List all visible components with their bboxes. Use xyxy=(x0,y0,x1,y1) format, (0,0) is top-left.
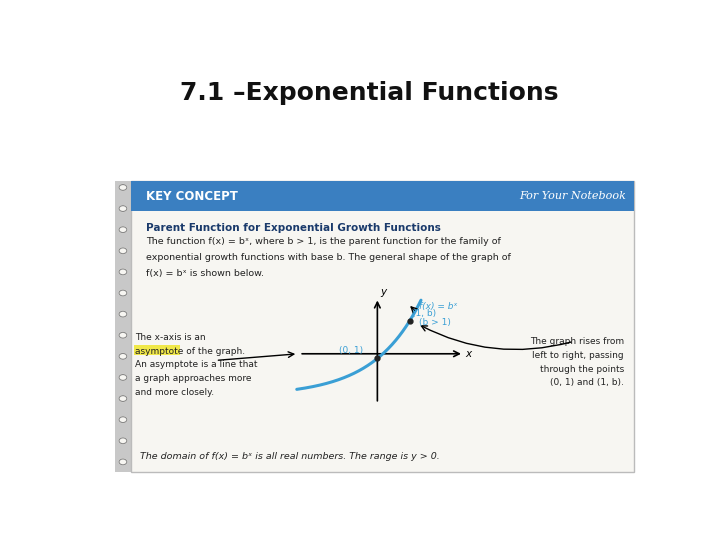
Text: The graph rises from: The graph rises from xyxy=(530,337,624,346)
Text: f(x) = bˣ: f(x) = bˣ xyxy=(419,302,458,311)
Circle shape xyxy=(119,438,127,444)
Text: f(x) = bˣ is shown below.: f(x) = bˣ is shown below. xyxy=(145,269,264,278)
Text: y: y xyxy=(380,287,387,297)
Circle shape xyxy=(119,332,127,338)
Text: The function f(x) = bˣ, where b > 1, is the parent function for the family of: The function f(x) = bˣ, where b > 1, is … xyxy=(145,238,500,246)
Circle shape xyxy=(119,396,127,401)
Circle shape xyxy=(119,417,127,423)
FancyBboxPatch shape xyxy=(131,181,634,472)
Text: and more closely.: and more closely. xyxy=(135,388,214,397)
Circle shape xyxy=(119,290,127,296)
Text: left to right, passing: left to right, passing xyxy=(532,351,624,360)
Circle shape xyxy=(119,227,127,233)
Text: x: x xyxy=(466,349,472,359)
Text: (b > 1): (b > 1) xyxy=(419,318,451,327)
FancyBboxPatch shape xyxy=(133,346,181,355)
Text: (0, 1) and (1, b).: (0, 1) and (1, b). xyxy=(550,379,624,387)
Text: a graph approaches more: a graph approaches more xyxy=(135,374,251,383)
Text: 7.1 –Exponential Functions: 7.1 –Exponential Functions xyxy=(180,82,558,105)
Text: For Your Notebook: For Your Notebook xyxy=(519,191,626,201)
Circle shape xyxy=(119,375,127,380)
Text: The domain of f(x) = bˣ is all real numbers. The range is y > 0.: The domain of f(x) = bˣ is all real numb… xyxy=(140,451,440,461)
Text: (1, b): (1, b) xyxy=(413,309,436,318)
Text: (0, 1): (0, 1) xyxy=(339,346,364,355)
Text: An asymptote is a line that: An asymptote is a line that xyxy=(135,360,257,369)
Circle shape xyxy=(119,185,127,191)
Circle shape xyxy=(119,269,127,275)
FancyBboxPatch shape xyxy=(115,181,131,472)
Text: through the points: through the points xyxy=(540,364,624,374)
Circle shape xyxy=(119,206,127,212)
Text: The x-axis is an: The x-axis is an xyxy=(135,333,205,342)
Circle shape xyxy=(119,459,127,465)
Circle shape xyxy=(119,311,127,317)
Text: KEY CONCEPT: KEY CONCEPT xyxy=(145,190,238,202)
Text: exponential growth functions with base b. The general shape of the graph of: exponential growth functions with base b… xyxy=(145,253,510,262)
Circle shape xyxy=(119,248,127,254)
FancyBboxPatch shape xyxy=(131,181,634,211)
Circle shape xyxy=(119,353,127,359)
Text: Parent Function for Exponential Growth Functions: Parent Function for Exponential Growth F… xyxy=(145,223,441,233)
Text: asymptote of the graph.: asymptote of the graph. xyxy=(135,347,245,356)
